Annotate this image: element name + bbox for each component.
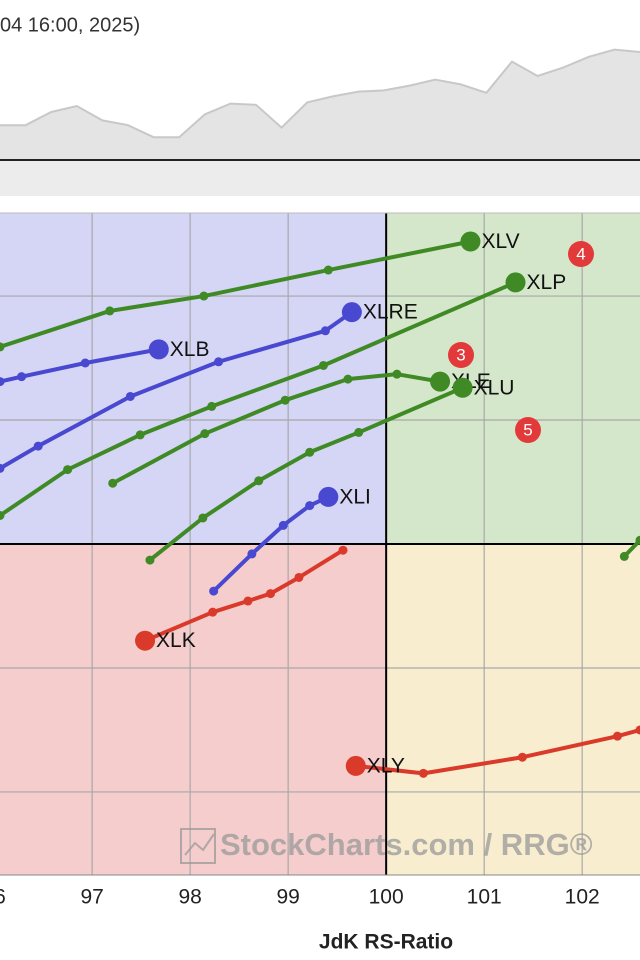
trail-point	[619, 551, 629, 561]
trail-point	[0, 342, 5, 352]
trail-head	[430, 371, 451, 392]
trail-head	[505, 272, 526, 293]
trail-point	[247, 549, 257, 559]
area-line	[0, 48, 640, 139]
trail-point	[305, 447, 315, 457]
trail-point	[200, 429, 210, 439]
series-label: XLY	[367, 754, 405, 777]
annotation-badge	[568, 241, 594, 267]
quadrant	[386, 544, 640, 875]
trail-point	[635, 725, 640, 735]
trail-head	[341, 302, 362, 323]
x-tick-label: 97	[80, 886, 103, 909]
trail-point	[208, 607, 218, 617]
watermark-group: StockCharts.com / RRG®	[180, 827, 593, 864]
trail	[147, 385, 465, 563]
x-axis-title: JdK RS-Ratio	[319, 931, 453, 954]
trail-point	[209, 586, 219, 596]
trail-point	[278, 520, 288, 530]
trail-point	[294, 572, 304, 582]
trail-point	[135, 430, 145, 440]
x-tick-label: 99	[276, 886, 299, 909]
x-tick-label: 101	[467, 886, 502, 909]
trail-point	[612, 731, 622, 741]
trail-point	[280, 395, 290, 405]
trail-point	[145, 555, 155, 565]
annotation-badge	[515, 417, 541, 443]
trail-point	[80, 358, 90, 368]
area-fill	[0, 49, 640, 160]
trail-point	[63, 465, 73, 475]
trail-point	[207, 401, 217, 411]
trail-point	[517, 752, 527, 762]
trail-head	[452, 377, 473, 398]
trail-head	[148, 339, 169, 360]
series-label: XLV	[481, 230, 519, 253]
series-label: XLRE	[363, 301, 418, 324]
series-label: XLU	[474, 376, 515, 399]
x-tick-label: 96	[0, 886, 6, 909]
trail-head	[135, 630, 156, 651]
series-label: XLI	[339, 485, 371, 508]
x-tick-label: 102	[565, 886, 600, 909]
trail-point	[199, 291, 209, 301]
trail-point	[392, 369, 402, 379]
trail-point	[418, 768, 428, 778]
trail-point	[266, 589, 276, 599]
trail-point	[33, 441, 43, 451]
trail-head	[460, 231, 481, 252]
mini-band	[0, 160, 640, 196]
trail-point	[243, 596, 253, 606]
trail	[0, 310, 354, 471]
trail-point	[254, 476, 264, 486]
trail-point	[0, 377, 5, 387]
series-label: XLP	[527, 271, 567, 294]
trail-point	[305, 501, 315, 511]
trail	[0, 280, 518, 518]
trail-point	[0, 510, 5, 520]
trail-point	[320, 326, 330, 336]
trail-point	[635, 535, 640, 545]
trail-point	[125, 391, 135, 401]
trail	[0, 347, 161, 384]
trail-point	[318, 360, 328, 370]
quadrant	[0, 544, 387, 875]
annotation-text: 4	[576, 244, 585, 263]
trail	[143, 548, 346, 643]
x-tick-label: 100	[369, 886, 404, 909]
x-tick-label: 98	[178, 886, 201, 909]
trail-point	[105, 306, 115, 316]
watermark-icon	[180, 828, 216, 864]
trail-point	[108, 478, 118, 488]
trail-point	[0, 463, 5, 473]
trail-point	[323, 265, 333, 275]
annotation-badge	[448, 342, 474, 368]
trail-point	[338, 545, 348, 555]
trail-point	[343, 374, 353, 384]
trail-point	[214, 357, 224, 367]
trail-point	[198, 513, 208, 523]
annotation-text: 3	[456, 345, 465, 364]
trail-point	[17, 372, 27, 382]
watermark: StockCharts.com / RRG®	[220, 827, 593, 862]
quadrant	[0, 213, 387, 544]
trail	[110, 372, 443, 486]
series-label: XLB	[170, 338, 210, 361]
watermark-icon-line	[184, 833, 215, 856]
trail-point	[354, 427, 364, 437]
trail-head	[318, 486, 339, 507]
series-label: XLK	[156, 629, 196, 652]
trail-head	[345, 755, 366, 776]
annotation-text: 5	[523, 420, 532, 439]
chart-title: 04 16:00, 2025)	[0, 14, 140, 36]
